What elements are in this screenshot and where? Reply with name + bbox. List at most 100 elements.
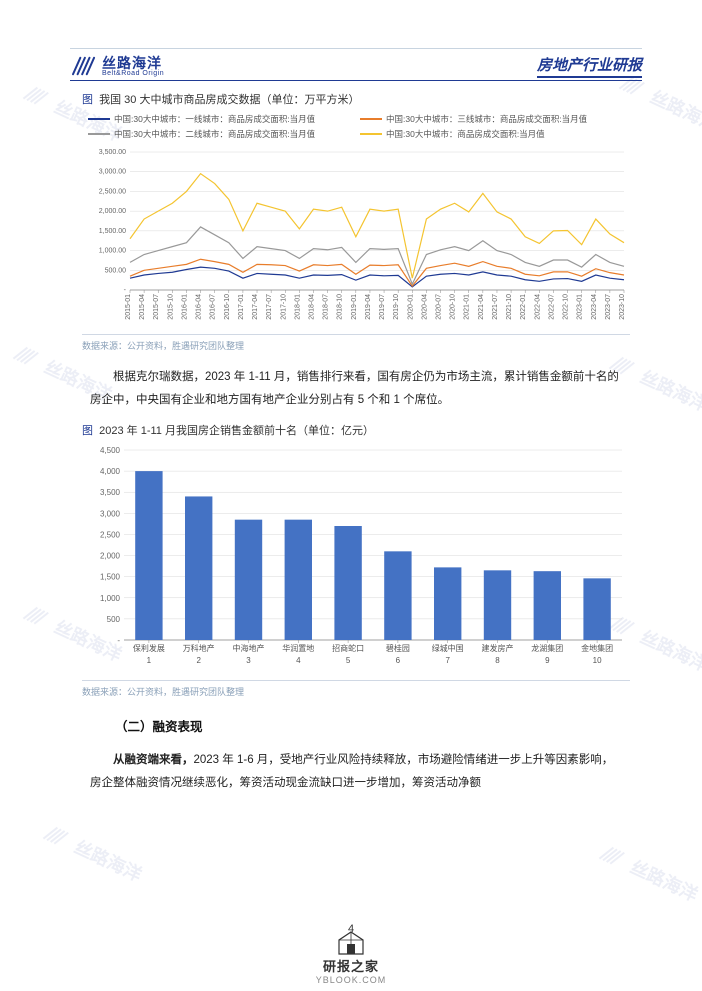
chart2-title: 图 2023 年 1-11 月我国房企销售金额前十名（单位：亿元） xyxy=(82,422,642,438)
svg-text:2019-10: 2019-10 xyxy=(393,294,400,320)
svg-text:2020-01: 2020-01 xyxy=(407,294,414,320)
svg-text:绿城中国: 绿城中国 xyxy=(432,643,464,653)
chart1-title: 图 我国 30 大中城市商品房成交数据（单位：万平方米） xyxy=(82,91,642,107)
svg-text:1,500.00: 1,500.00 xyxy=(99,228,126,235)
svg-text:1: 1 xyxy=(147,656,152,665)
svg-text:3,500.00: 3,500.00 xyxy=(99,149,126,156)
svg-text:1,000: 1,000 xyxy=(100,594,121,603)
svg-text:2021-04: 2021-04 xyxy=(478,294,485,320)
svg-text:中海地产: 中海地产 xyxy=(233,643,265,653)
svg-text:2016-07: 2016-07 xyxy=(210,294,217,320)
svg-text:3: 3 xyxy=(246,656,251,665)
svg-text:500: 500 xyxy=(107,615,121,624)
legend-item: 中国:30大中城市：商品房成交面积:当月值 xyxy=(360,128,624,140)
svg-text:2017-04: 2017-04 xyxy=(252,294,259,320)
svg-text:2019-07: 2019-07 xyxy=(379,294,386,320)
logo-text-cn: 丝路海洋 xyxy=(102,56,164,70)
svg-text:2022-01: 2022-01 xyxy=(520,294,527,320)
footer-text-en: YBLOOK.COM xyxy=(316,975,387,985)
svg-text:2016-10: 2016-10 xyxy=(224,294,231,320)
svg-text:2015-01: 2015-01 xyxy=(125,294,132,320)
svg-text:4,500: 4,500 xyxy=(100,446,121,455)
svg-text:3,000.00: 3,000.00 xyxy=(99,169,126,176)
svg-text:2,000.00: 2,000.00 xyxy=(99,208,126,215)
svg-text:2021-07: 2021-07 xyxy=(492,294,499,320)
svg-text:2015-07: 2015-07 xyxy=(153,294,160,320)
paragraph-2: 从融资端来看，2023 年 1-6 月，受地产行业风险持续释放，市场避险情绪进一… xyxy=(90,749,622,795)
svg-text:2017-01: 2017-01 xyxy=(238,294,245,320)
svg-text:2015-10: 2015-10 xyxy=(167,294,174,320)
svg-text:-: - xyxy=(117,636,120,645)
svg-text:3,000: 3,000 xyxy=(100,509,121,518)
chart1-area: 中国:30大中城市：一线城市：商品房成交面积:当月值中国:30大中城市：三线城市… xyxy=(82,113,630,328)
svg-text:-: - xyxy=(124,287,127,294)
chart1-source: 数据来源：公开资料，胜遇研究团队整理 xyxy=(82,334,630,352)
svg-text:2021-10: 2021-10 xyxy=(506,294,513,320)
svg-text:建发房产: 建发房产 xyxy=(482,643,514,653)
chart2-source: 数据来源：公开资料，胜遇研究团队整理 xyxy=(82,680,630,698)
svg-text:2023-10: 2023-10 xyxy=(619,294,626,320)
svg-text:7: 7 xyxy=(445,656,450,665)
svg-text:2018-10: 2018-10 xyxy=(337,294,344,320)
svg-text:保利发展: 保利发展 xyxy=(133,643,165,653)
watermark-text: 丝路海洋 xyxy=(636,623,702,677)
svg-text:9: 9 xyxy=(545,656,550,665)
paragraph-1: 根据克尔瑞数据，2023 年 1-11 月，销售排行来看，国有房企仍为市场主流，… xyxy=(90,366,622,412)
chart2-svg: - 500 1,000 1,500 2,000 2,500 3,000 3,500 4,000 4… xyxy=(82,444,630,674)
subheading-financing: （二）融资表现 xyxy=(90,716,622,735)
svg-text:2019-01: 2019-01 xyxy=(351,294,358,320)
chart1-legend: 中国:30大中城市：一线城市：商品房成交面积:当月值中国:30大中城市：三线城市… xyxy=(88,113,624,140)
svg-text:5: 5 xyxy=(346,656,351,665)
svg-text:2017-10: 2017-10 xyxy=(280,294,287,320)
svg-text:2016-04: 2016-04 xyxy=(196,294,203,320)
svg-text:2018-07: 2018-07 xyxy=(323,294,330,320)
svg-text:2020-04: 2020-04 xyxy=(421,294,428,320)
svg-text:2020-10: 2020-10 xyxy=(450,294,457,320)
svg-text:2020-07: 2020-07 xyxy=(436,294,443,320)
svg-text:10: 10 xyxy=(593,656,602,665)
logo: 丝路海洋 Belt&Road Origin xyxy=(70,55,164,77)
watermark-text: 丝路海洋 xyxy=(646,83,702,137)
svg-text:3,500: 3,500 xyxy=(100,488,121,497)
svg-text:2021-01: 2021-01 xyxy=(464,294,471,320)
svg-text:1,500: 1,500 xyxy=(100,573,121,582)
svg-text:2022-07: 2022-07 xyxy=(548,294,555,320)
svg-text:500.00: 500.00 xyxy=(105,267,127,274)
svg-text:万科地产: 万科地产 xyxy=(183,643,215,653)
svg-text:2,500: 2,500 xyxy=(100,530,121,539)
svg-text:8: 8 xyxy=(495,656,500,665)
svg-text:2: 2 xyxy=(196,656,201,665)
page-header: 丝路海洋 Belt&Road Origin 房地产行业研报 xyxy=(70,48,642,81)
svg-text:华润置地: 华润置地 xyxy=(282,643,314,653)
footer-text-cn: 研报之家 xyxy=(323,956,379,975)
svg-text:龙湖集团: 龙湖集团 xyxy=(531,643,563,653)
svg-text:招商蛇口: 招商蛇口 xyxy=(332,643,364,653)
chart2-area: - 500 1,000 1,500 2,000 2,500 3,000 3,500 4,000 4… xyxy=(82,444,630,674)
svg-text:2017-07: 2017-07 xyxy=(266,294,273,320)
svg-text:2023-01: 2023-01 xyxy=(577,294,584,320)
svg-text:2,500.00: 2,500.00 xyxy=(99,188,126,195)
footer: 研报之家 YBLOOK.COM xyxy=(0,930,702,985)
logo-text-en: Belt&Road Origin xyxy=(102,70,164,77)
svg-text:1,000.00: 1,000.00 xyxy=(99,248,126,255)
svg-text:2019-04: 2019-04 xyxy=(365,294,372,320)
footer-logo-icon xyxy=(336,930,366,956)
svg-text:2,000: 2,000 xyxy=(100,552,121,561)
svg-text:2016-01: 2016-01 xyxy=(181,294,188,320)
svg-text:4: 4 xyxy=(296,656,301,665)
svg-text:金地集团: 金地集团 xyxy=(581,643,613,653)
svg-text:碧桂园: 碧桂园 xyxy=(386,643,410,653)
svg-text:2022-10: 2022-10 xyxy=(563,294,570,320)
svg-text:2023-07: 2023-07 xyxy=(605,294,612,320)
watermark-text: 丝路海洋 xyxy=(636,363,702,417)
svg-text:2015-04: 2015-04 xyxy=(139,294,146,320)
svg-text:2018-04: 2018-04 xyxy=(308,294,315,320)
legend-item: 中国:30大中城市：一线城市：商品房成交面积:当月值 xyxy=(88,113,352,125)
svg-text:6: 6 xyxy=(396,656,401,665)
svg-text:4,000: 4,000 xyxy=(100,467,121,476)
svg-text:2018-01: 2018-01 xyxy=(294,294,301,320)
logo-icon xyxy=(70,55,98,77)
chart1-svg: - 500.00 1,000.00 1,500.00 2,000.00 2,500.00 3… xyxy=(82,148,630,328)
svg-text:2022-04: 2022-04 xyxy=(534,294,541,320)
svg-text:2023-04: 2023-04 xyxy=(591,294,598,320)
